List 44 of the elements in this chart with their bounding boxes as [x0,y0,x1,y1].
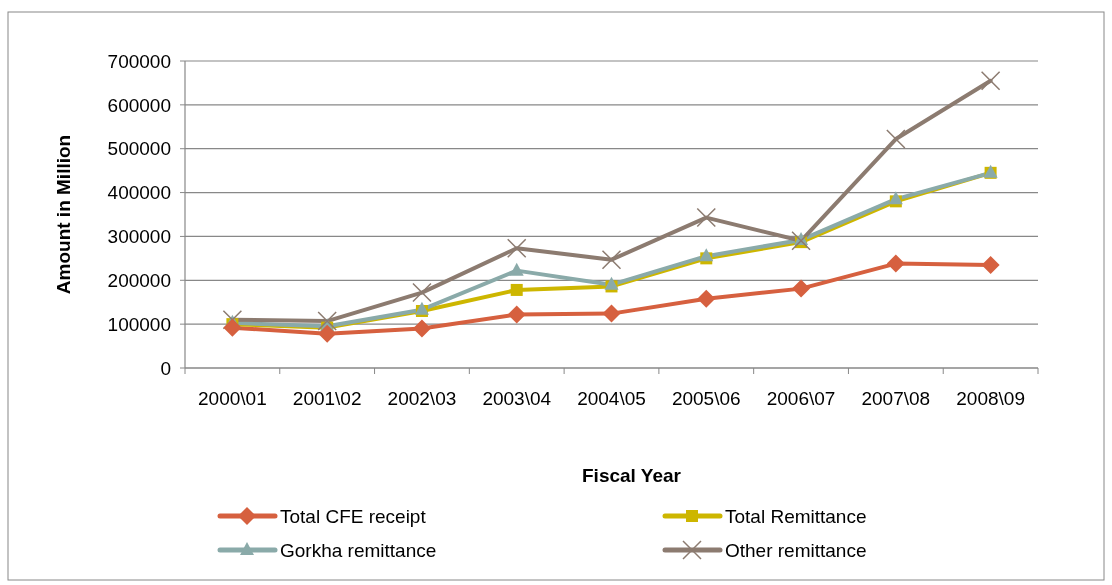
y-axis-title: Amount in Million [53,134,74,295]
y-tick-label: 0 [160,357,171,379]
point [980,70,1001,91]
x-tick-label: 2006\07 [766,388,836,409]
point [601,249,622,270]
y-tick-label: 700000 [107,50,171,72]
point [697,289,716,308]
point [886,254,905,273]
legend-label: Gorkha remittance [280,539,437,561]
legend-label: Total CFE receipt [280,505,427,527]
point [699,248,714,262]
point [507,305,526,324]
x-tick-label: 2005\06 [671,388,741,409]
point [510,283,523,296]
y-tick-label: 400000 [107,182,171,204]
legend-label: Total Remittance [725,505,867,527]
x-axis-title: Fiscal Year [582,465,682,486]
point [223,318,242,337]
point [791,231,811,251]
point [317,311,337,331]
x-tick-label: 2002\03 [387,388,457,409]
point [412,319,431,338]
y-tick-label: 100000 [107,313,171,335]
y-tick-label: 600000 [107,94,171,116]
x-tick-label: 2007\08 [861,388,931,409]
point [509,262,524,276]
x-tick-label: 2008\09 [956,388,1025,409]
point [604,276,619,290]
legend-label: Other remittance [725,539,867,561]
x-tick-label: 2004\05 [577,388,646,409]
point [412,282,432,303]
point [318,324,337,343]
y-tick-label: 300000 [107,226,171,248]
y-tick-label: 200000 [107,269,171,291]
x-tick-label: 2001\02 [292,388,362,409]
y-tick-label: 500000 [107,138,171,160]
point [888,191,903,205]
point [696,207,717,228]
point [981,255,1000,274]
x-tick-label: 2000\01 [198,388,267,409]
point [602,304,621,323]
x-tick-label: 2003\04 [482,388,552,409]
point [506,238,527,259]
point [792,279,811,298]
